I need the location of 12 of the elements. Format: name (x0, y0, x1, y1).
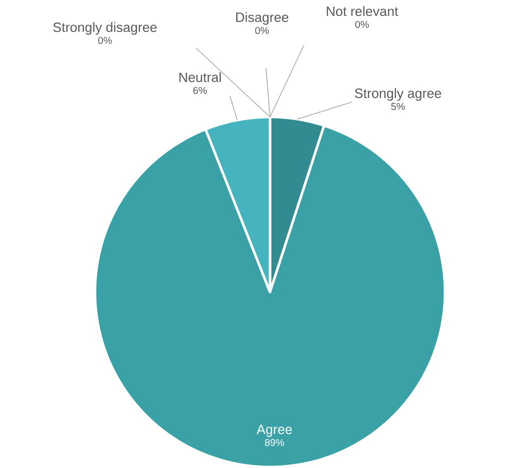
data-label: 5% (391, 102, 405, 110)
category-label: Strongly disagree (53, 22, 157, 35)
category-label: Not relevant (326, 6, 398, 16)
data-label: 89% (264, 439, 284, 446)
category-label: Disagree (236, 12, 288, 25)
text: 0% (98, 36, 112, 44)
slice-label: Strongly agree (354, 88, 442, 101)
data-label: 6% (193, 86, 207, 94)
text: 0% (355, 20, 369, 28)
slice-label: Neutral (179, 72, 221, 82)
slice-label: Agree (256, 424, 292, 437)
text: 0% (255, 26, 269, 34)
